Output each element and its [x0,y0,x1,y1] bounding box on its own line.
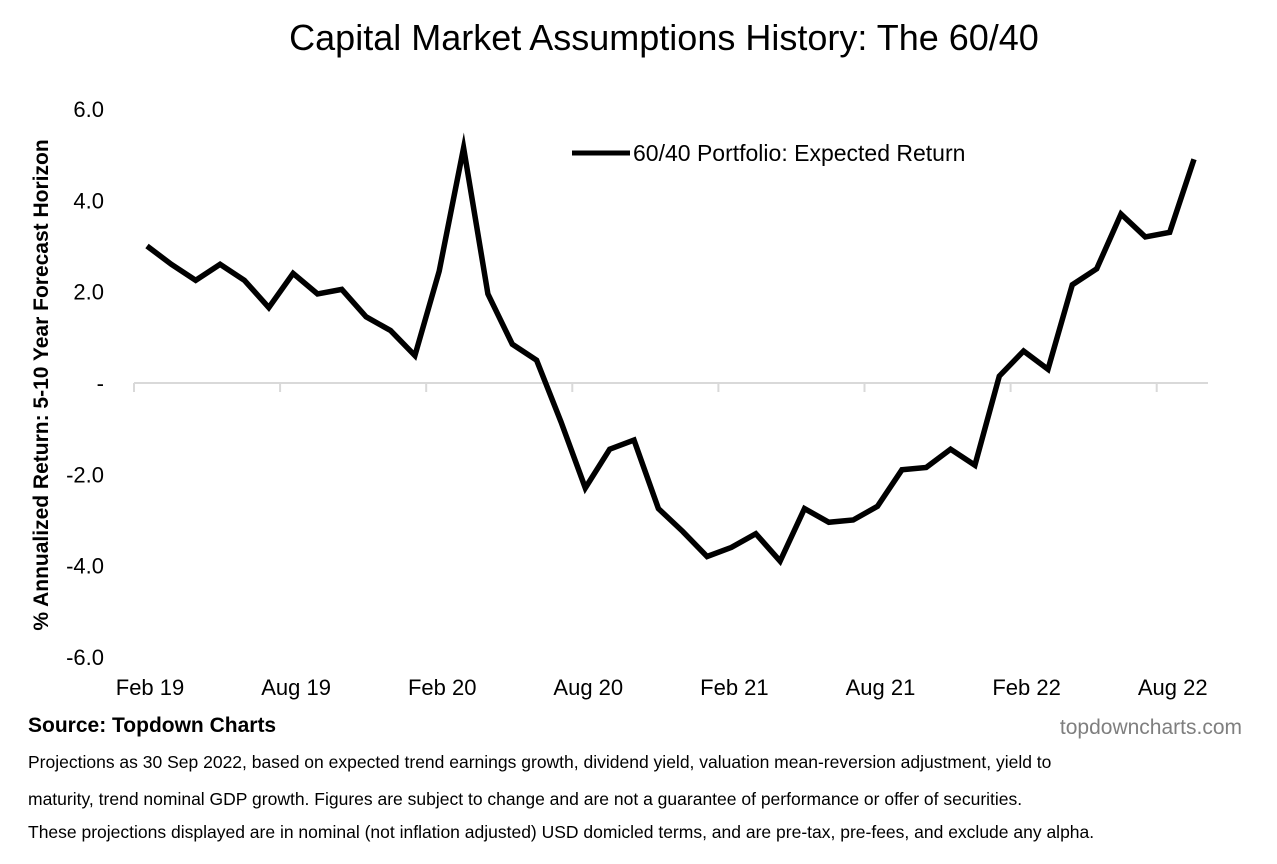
y-tick-label: 2.0 [73,280,104,305]
y-tick-label: 6.0 [73,97,104,122]
series-line [145,132,1197,567]
x-tick-label: Aug 19 [261,675,331,700]
x-tick-label: Aug 20 [553,675,623,700]
y-tick-label: - [97,371,104,396]
y-axis-label: % Annualized Return: 5-10 Year Forecast … [30,139,53,630]
y-tick-label: -4.0 [66,554,104,579]
x-tick-label: Feb 22 [992,675,1061,700]
y-axis: 6.0 4.0 2.0 - -2.0 -4.0 -6.0 [66,97,104,670]
x-tick-label: Feb 19 [116,675,185,700]
source-label: Source: Topdown Charts [28,714,277,737]
footnote-line-3: These projections displayed are in nomin… [28,822,1095,842]
footnote-line-2: maturity, trend nominal GDP growth. Figu… [28,789,1023,809]
chart-title: Capital Market Assumptions History: The … [289,17,1039,58]
x-tick-label: Feb 20 [408,675,477,700]
x-tick-label: Feb 21 [700,675,769,700]
y-tick-label: -6.0 [66,645,104,670]
x-axis: Feb 19 Aug 19 Feb 20 Aug 20 Feb 21 Aug 21 Feb … [116,382,1208,700]
chart: Capital Market Assumptions History: The … [30,17,1208,700]
watermark: topdowncharts.com [1059,716,1242,739]
y-tick-label: -2.0 [66,462,104,487]
x-tick-label: Aug 22 [1138,675,1208,700]
y-tick-label: 4.0 [73,188,104,213]
footnote-line-1: Projections as 30 Sep 2022, based on exp… [28,752,1052,772]
legend: 60/40 Portfolio: Expected Return [572,140,965,166]
series-layer [145,132,1197,567]
legend-label: 60/40 Portfolio: Expected Return [633,140,965,166]
x-tick-label: Aug 21 [846,675,916,700]
